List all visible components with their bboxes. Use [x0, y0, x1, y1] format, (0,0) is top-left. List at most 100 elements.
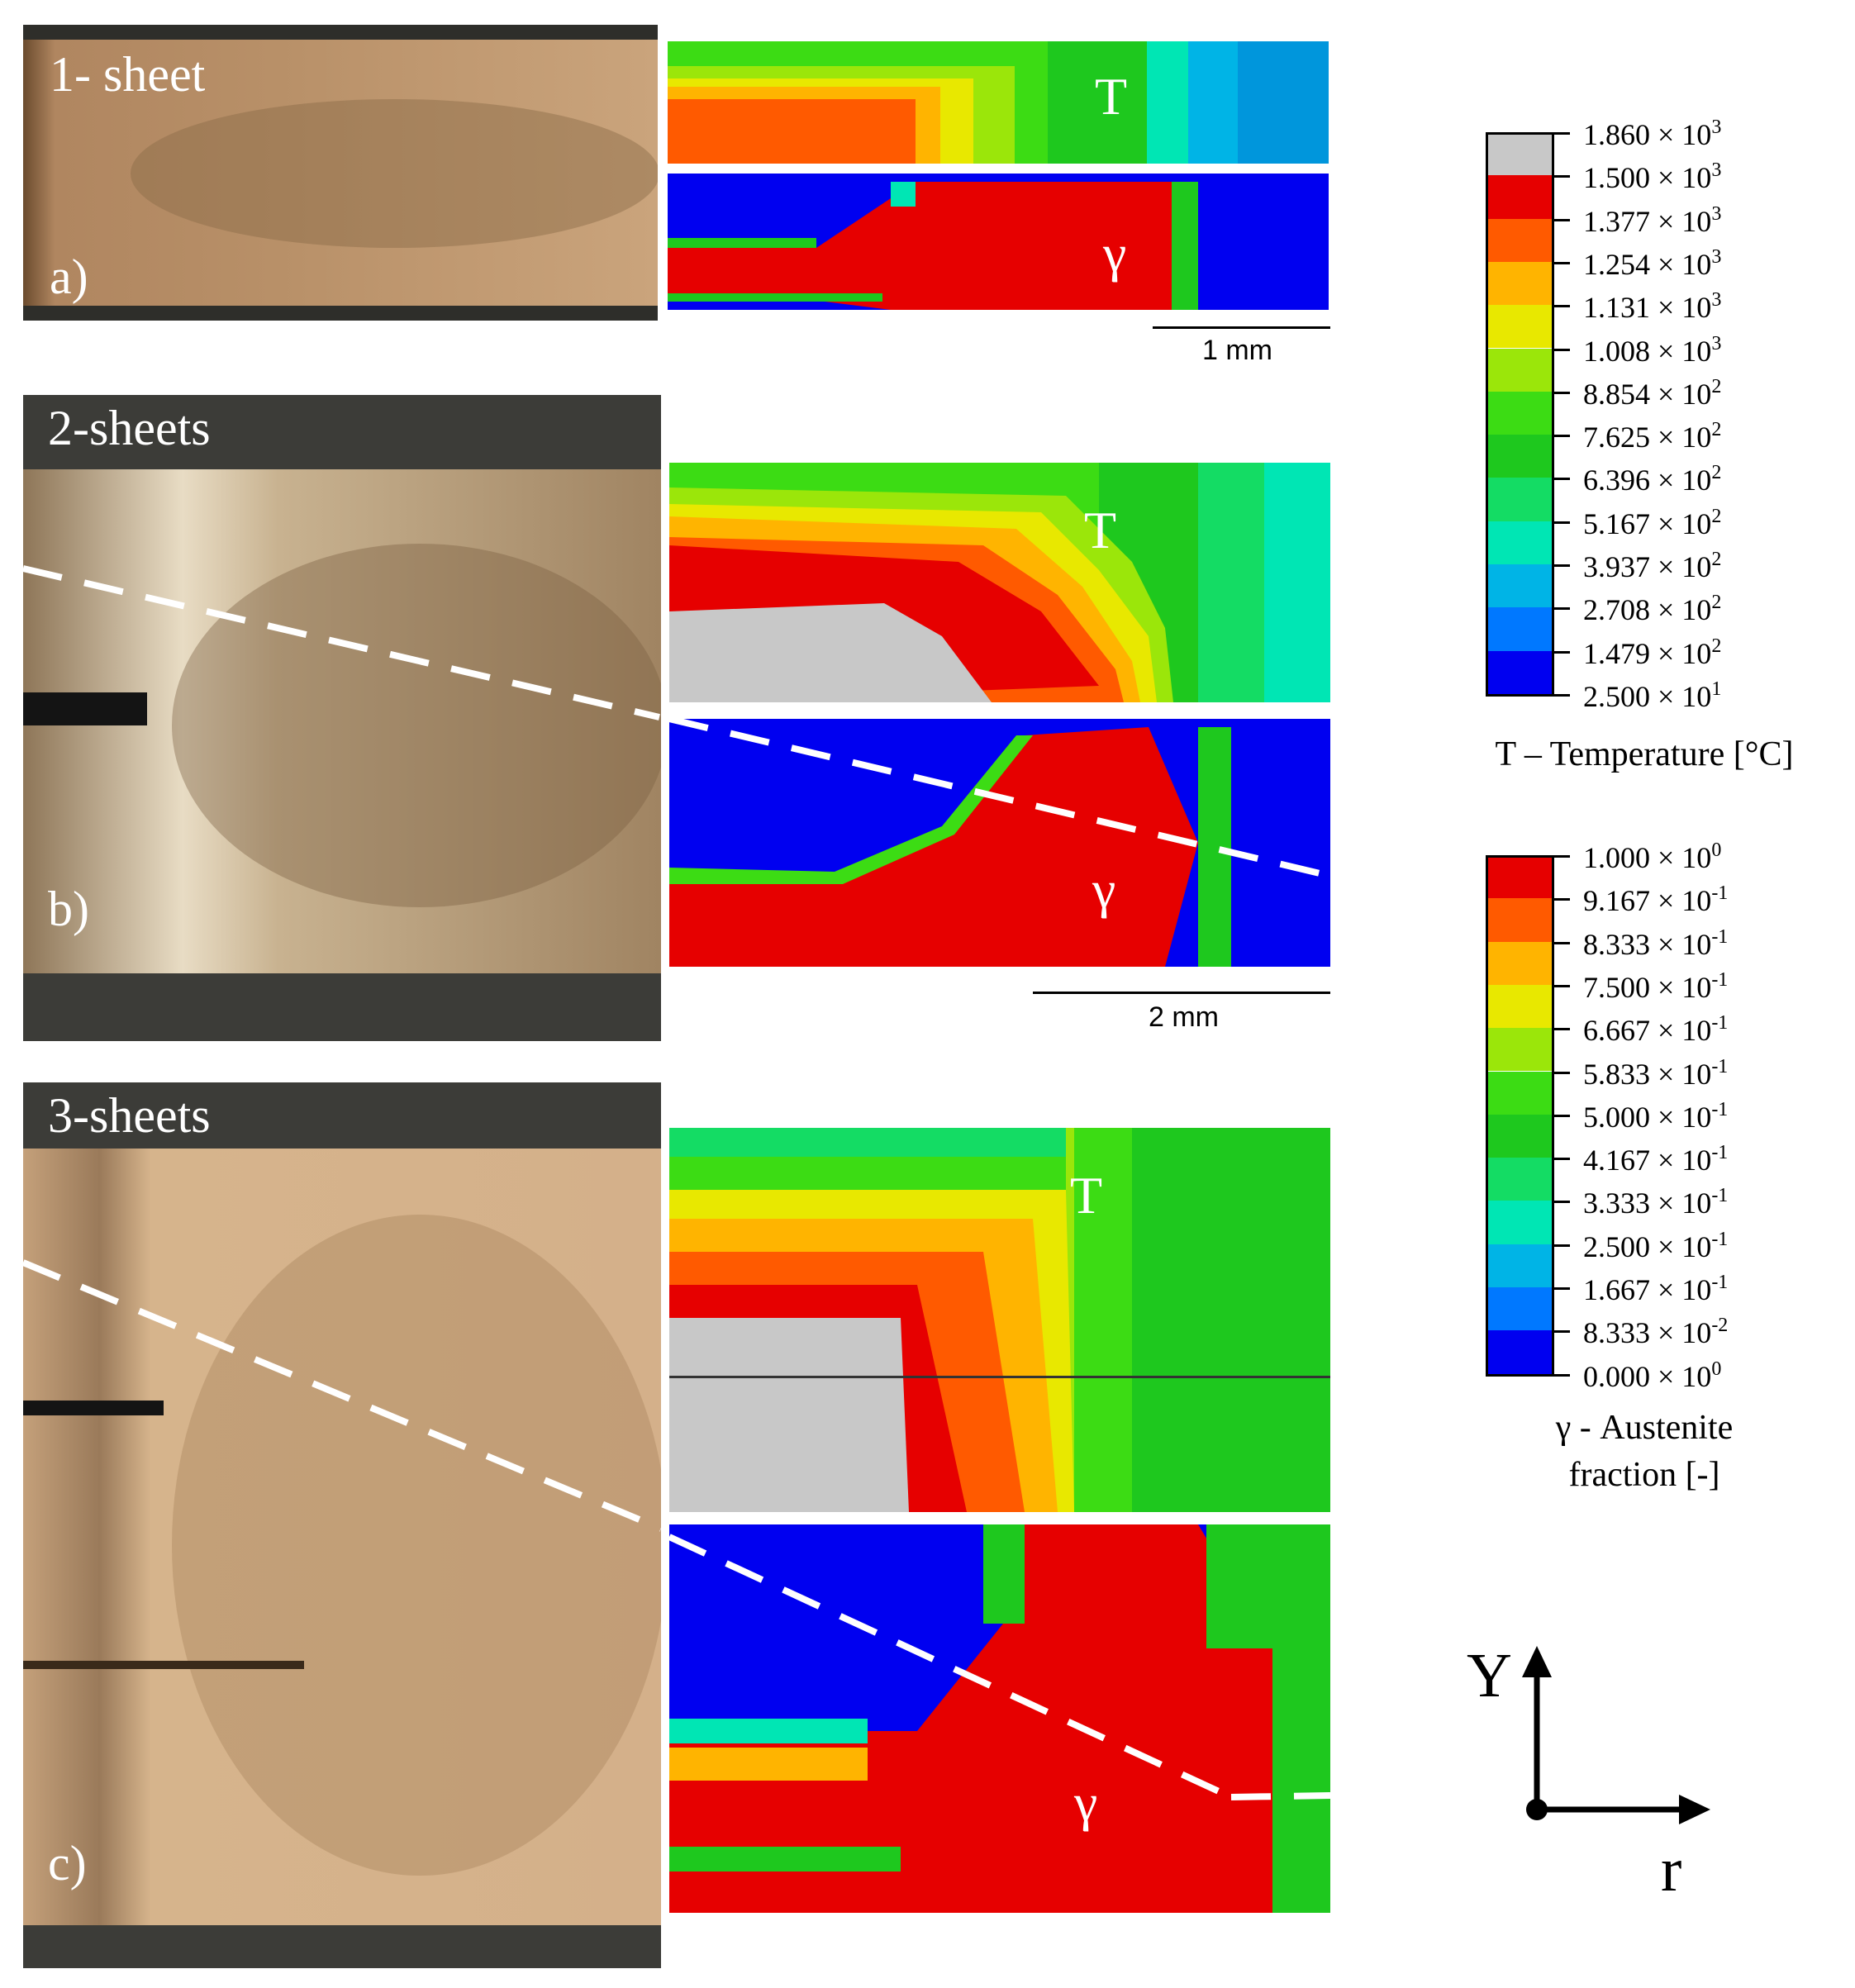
temperature-legend-tick-label: 1.860 × 103	[1583, 117, 1722, 151]
austenite-legend-tick	[1552, 1201, 1570, 1204]
temperature-legend-tick	[1552, 132, 1570, 135]
temperature-legend-color-band	[1486, 478, 1552, 521]
austenite-legend-color-band	[1486, 1071, 1552, 1115]
panel-letter-c: c)	[48, 1836, 87, 1891]
austenite-legend-tick	[1552, 855, 1570, 858]
temperature-legend-color-band	[1486, 261, 1552, 306]
temperature-legend-color-band	[1486, 348, 1552, 392]
temperature-legend-tick	[1552, 261, 1570, 264]
austenite-legend-tick-label: 8.333 × 10-2	[1583, 1315, 1729, 1350]
temperature-legend-tick-label: 2.708 × 102	[1583, 592, 1722, 627]
temperature-legend-colorbar-frame	[1486, 132, 1554, 697]
axis-label-y: Y	[1467, 1641, 1512, 1710]
temperature-legend-color-band	[1486, 218, 1552, 262]
austenite-legend-color-band	[1486, 1114, 1552, 1158]
temperature-legend-tick-label: 8.854 × 102	[1583, 375, 1722, 411]
field-label-T-c: T	[1070, 1166, 1103, 1225]
austenite-legend-color-band	[1486, 1028, 1552, 1072]
austenite-legend-title-line2: fraction [-]	[1568, 1455, 1720, 1494]
temperature-legend-tick-label: 3.937 × 102	[1583, 549, 1722, 583]
temperature-legend-tick-label: 1.254 × 103	[1583, 245, 1722, 281]
austenite-legend-tick-label: 4.167 × 10-1	[1583, 1142, 1729, 1177]
temperature-legend-tick-label: 2.500 × 101	[1583, 678, 1722, 713]
austenite-legend-tick-label: 8.333 × 10-1	[1583, 925, 1729, 961]
austenite-legend-tick	[1552, 1071, 1570, 1074]
temperature-legend-tick	[1552, 521, 1570, 524]
austenite-field-c	[669, 1524, 1330, 1913]
austenite-legend: 1.000 × 100 9.167 × 10-1 8.333 × 10-1 7.500…	[1486, 840, 1849, 1391]
austenite-legend-tick-label: 9.167 × 10-1	[1583, 882, 1729, 918]
austenite-legend-tick-label: 6.667 × 10-1	[1583, 1012, 1729, 1048]
austenite-legend-tick-label: 5.833 × 10-1	[1583, 1055, 1729, 1091]
austenite-legend-tick	[1552, 1373, 1570, 1377]
panel-letter-b: b)	[48, 882, 89, 936]
panel-letter-a: a)	[50, 250, 88, 304]
temperature-legend-color-band	[1486, 391, 1552, 435]
temperature-legend-tick-label: 1.377 × 103	[1583, 202, 1722, 238]
austenite-legend-tick	[1552, 984, 1570, 987]
scalebar-label-b: 2 mm	[1149, 1001, 1219, 1033]
micrograph-3-sheets	[23, 1082, 661, 1968]
temperature-legend-tick	[1552, 305, 1570, 308]
austenite-legend-tick	[1552, 1330, 1570, 1334]
austenite-legend-tick-label: 3.333 × 10-1	[1583, 1185, 1729, 1220]
austenite-legend-title-line1: γ - Austenite	[1555, 1409, 1734, 1447]
temperature-legend-tick	[1552, 607, 1570, 611]
temperature-legend-tick	[1552, 348, 1570, 351]
scalebar-a	[1153, 326, 1330, 329]
temperature-legend-tick	[1552, 175, 1570, 178]
temperature-legend-tick-label: 1.008 × 103	[1583, 332, 1722, 368]
austenite-legend-color-band	[1486, 941, 1552, 985]
temperature-legend-title: T – Temperature [°C]	[1495, 735, 1794, 773]
coordinate-axes	[1463, 1644, 1727, 1917]
austenite-legend-title: γ - Austenite fraction [-]	[1442, 1405, 1847, 1498]
axis-label-r: r	[1661, 1835, 1682, 1905]
temperature-legend-tick	[1552, 391, 1570, 394]
austenite-legend-color-band	[1486, 1201, 1552, 1244]
sheet-label-a: 1- sheet	[50, 47, 206, 102]
temperature-legend-tick	[1552, 435, 1570, 438]
temperature-legend-tick	[1552, 218, 1570, 221]
scalebar-label-a: 1 mm	[1202, 335, 1272, 366]
temperature-legend-tick-label: 1.479 × 102	[1583, 635, 1722, 670]
austenite-legend-tick-label: 1.000 × 100	[1583, 839, 1722, 874]
austenite-legend-color-band	[1486, 898, 1552, 942]
temperature-legend-color-band	[1486, 607, 1552, 651]
austenite-legend-tick	[1552, 1114, 1570, 1117]
temperature-legend-tick-label: 6.396 × 102	[1583, 462, 1722, 497]
austenite-legend-tick	[1552, 941, 1570, 944]
scalebar-b	[1033, 992, 1330, 994]
micrograph-1-sheet	[23, 25, 658, 321]
austenite-legend-tick	[1552, 898, 1570, 901]
austenite-field-a	[668, 174, 1329, 310]
austenite-legend-tick-label: 7.500 × 10-1	[1583, 968, 1729, 1004]
austenite-legend-tick-label: 1.667 × 10-1	[1583, 1272, 1729, 1306]
temperature-field-a	[668, 41, 1329, 164]
austenite-legend-colorbar-frame	[1486, 855, 1554, 1377]
temperature-legend-tick-label: 5.167 × 102	[1583, 505, 1722, 540]
austenite-legend-color-band	[1486, 1330, 1552, 1374]
austenite-legend-tick	[1552, 1244, 1570, 1247]
austenite-legend-color-band	[1486, 855, 1552, 899]
temperature-legend-tick	[1552, 478, 1570, 481]
austenite-legend-tick	[1552, 1028, 1570, 1031]
austenite-legend-color-band	[1486, 1158, 1552, 1201]
temperature-field-b	[669, 463, 1330, 702]
austenite-legend-tick	[1552, 1158, 1570, 1161]
temperature-legend-color-band	[1486, 132, 1552, 176]
austenite-legend-tick-label: 0.000 × 100	[1583, 1358, 1722, 1393]
temperature-legend-tick-label: 7.625 × 102	[1583, 419, 1722, 454]
austenite-legend-tick-label: 5.000 × 10-1	[1583, 1098, 1729, 1134]
temperature-legend-color-band	[1486, 564, 1552, 608]
temperature-legend-tick-label: 1.500 × 103	[1583, 159, 1722, 195]
sheet-label-b: 2-sheets	[48, 401, 211, 455]
field-label-T-a: T	[1095, 67, 1128, 126]
field-label-gamma-a: γ	[1103, 224, 1127, 283]
temperature-legend-color-band	[1486, 305, 1552, 349]
field-label-gamma-b: γ	[1092, 860, 1116, 919]
temperature-legend-tick-label: 1.131 × 103	[1583, 289, 1722, 325]
temperature-legend-tick	[1552, 564, 1570, 567]
austenite-legend-color-band	[1486, 1287, 1552, 1331]
temperature-legend: 1.860 × 103 1.500 × 103 1.377 × 103 1.254 ×…	[1486, 117, 1849, 713]
micrograph-2-sheets	[23, 395, 661, 1041]
